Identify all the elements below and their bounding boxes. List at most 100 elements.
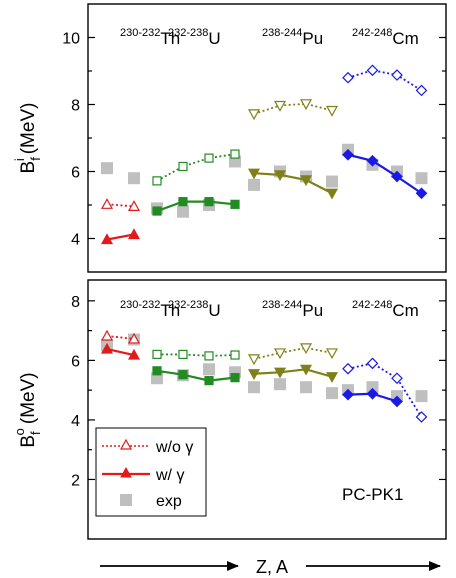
lower-wo-gamma-point-u (178, 349, 188, 360)
upper-group-label-cm: 242-248Cm (352, 27, 419, 48)
upper-w-gamma-point-th (127, 228, 141, 240)
upper-wo-gamma-line-u (156, 153, 236, 182)
x-axis-label: Z, A (256, 557, 288, 577)
lower-wo-gamma-point-th (127, 332, 141, 344)
legend-w-gamma-marker (120, 466, 132, 478)
upper-exp-point-u (177, 205, 189, 218)
lower-wo-gamma-line-pu (253, 346, 333, 360)
lower-exp-point-u (203, 363, 215, 376)
upper-wo-gamma-line-cm (347, 69, 422, 92)
upper-exp-point-th (128, 172, 140, 185)
data-series (100, 64, 428, 423)
upper-ytick-label: 4 (71, 232, 80, 249)
lower-ytick-label: 8 (71, 294, 80, 311)
legend-wo-gamma-label: w/o γ (155, 439, 193, 456)
legend-exp-label: exp (156, 493, 182, 510)
upper-group-label-u: 232-238U (168, 27, 221, 48)
lower-wo-gamma-point-cm (342, 362, 354, 375)
lower-wo-gamma-line-th (106, 335, 135, 340)
upper-wo-gamma-point-cm (391, 69, 403, 81)
legend-box (95, 427, 207, 517)
upper-w-gamma-line-th (106, 233, 135, 241)
lower-w-gamma-point-th (127, 348, 141, 360)
lower-group-label-th: 230-232Th (120, 299, 180, 320)
lower-w-gamma-point-pu (325, 372, 339, 383)
legend-wo-gamma-marker (119, 438, 133, 450)
model-label: PC-PK1 (342, 485, 403, 504)
lower-exp-point-pu (300, 381, 312, 394)
lower-w-gamma-point-pu (273, 367, 287, 379)
lower-ytick-label: 2 (71, 472, 80, 489)
lower-wo-gamma-point-pu (325, 348, 339, 360)
legend: w/o γ w/ γ exp (95, 427, 207, 517)
lower-w-gamma-line-u (156, 369, 236, 382)
upper-exp-point-th (101, 162, 113, 175)
lower-w-gamma-line-th (106, 347, 135, 357)
upper-wo-gamma-line-th (106, 203, 135, 208)
lower-wo-gamma-point-u (230, 350, 240, 360)
upper-ytick-label: 8 (71, 98, 80, 115)
upper-wo-gamma-point-cm (342, 71, 354, 84)
lower-ytick-label: 4 (71, 413, 80, 430)
upper-group-label-pu: 238-244Pu (262, 27, 323, 48)
upper-w-gamma-point-th (100, 233, 114, 245)
lower-wo-gamma-point-pu (247, 354, 261, 366)
upper-w-gamma-point-pu (247, 168, 261, 180)
upper-exp-point-pu (248, 178, 260, 191)
legend-w-gamma-label: w/ γ (155, 467, 184, 484)
upper-wo-gamma-point-pu (273, 100, 287, 112)
lower-w-gamma-point-u (152, 366, 162, 376)
upper-group-label-th: 230-232Th (120, 27, 180, 48)
lower-wo-gamma-point-th (100, 329, 114, 341)
upper-w-gamma-point-pu (325, 188, 339, 200)
lower-wo-gamma-line-u (157, 353, 236, 357)
upper-wo-gamma-point-pu (299, 99, 313, 111)
upper-exp-point-cm (415, 172, 428, 185)
upper-wo-gamma-point-u (178, 161, 188, 172)
lower-wo-gamma-point-cm (391, 372, 403, 385)
upper-wo-gamma-point-pu (247, 109, 261, 121)
upper-w-gamma-point-cm (415, 187, 428, 200)
lower-wo-gamma-point-cm (366, 357, 379, 370)
lower-wo-gamma-point-pu (299, 343, 313, 355)
upper-ytick-label: 10 (62, 31, 80, 48)
lower-wo-gamma-point-u (152, 349, 162, 360)
upper-w-gamma-point-pu (299, 175, 313, 187)
upper-wo-gamma-point-cm (366, 64, 379, 77)
lower-w-gamma-point-cm (391, 395, 403, 408)
upper-wo-gamma-point-u (230, 149, 240, 159)
upper-wo-gamma-point-th (127, 200, 141, 211)
upper-ytick-label: 6 (71, 165, 80, 182)
upper-wo-gamma-point-cm (415, 84, 428, 97)
upper-w-gamma-point-cm (391, 170, 403, 183)
lower-exp-point-pu (326, 387, 338, 400)
upper-wo-gamma-point-th (100, 198, 114, 209)
legend-exp-marker (120, 494, 132, 506)
upper-w-gamma-point-u (204, 197, 214, 207)
lower-w-gamma-point-cm (342, 388, 354, 401)
axis-ticks: 4 6 8 10 2 4 6 8 (62, 31, 446, 489)
lower-wo-gamma-point-pu (273, 348, 287, 360)
lower-group-label-pu: 238-244Pu (262, 299, 323, 320)
lower-panel-frame (87, 279, 447, 540)
upper-exp-point-pu (326, 175, 338, 188)
upper-wo-gamma-point-u (152, 176, 162, 186)
upper-wo-gamma-point-pu (325, 105, 339, 117)
upper-w-gamma-line-u (156, 200, 236, 213)
lower-ytick-label: 6 (71, 353, 80, 370)
upper-y-axis-label: Bfi(MeV) (12, 103, 43, 174)
upper-w-gamma-point-cm (342, 148, 354, 161)
upper-w-gamma-point-u (152, 206, 162, 216)
lower-y-axis-label: Bfo(MeV) (12, 372, 43, 447)
upper-w-gamma-line-pu (253, 172, 333, 195)
lower-group-label-cm: 242-248Cm (352, 299, 419, 320)
lower-w-gamma-point-pu (299, 364, 313, 376)
lower-w-gamma-point-pu (247, 369, 261, 381)
lower-w-gamma-point-u (204, 376, 214, 386)
lower-w-gamma-point-cm (366, 387, 379, 400)
upper-wo-gamma-line-pu (253, 102, 333, 115)
lower-w-gamma-point-u (230, 373, 240, 383)
lower-wo-gamma-line-cm (347, 362, 423, 418)
